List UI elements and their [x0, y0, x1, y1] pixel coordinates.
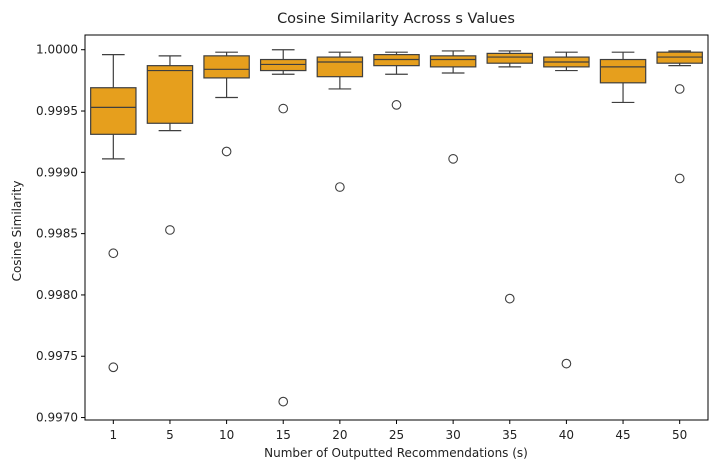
- box-s5-outlier-1: [165, 225, 175, 235]
- y-tick-label: 0.9995: [36, 104, 78, 118]
- box-s15-outlier-2: [278, 396, 289, 407]
- x-tick-label: 50: [672, 428, 687, 442]
- box-s20-outlier-1: [335, 182, 345, 192]
- x-tick-label: 20: [332, 428, 347, 442]
- x-axis-label: Number of Outputted Recommendations (s): [264, 446, 528, 460]
- box-s50-outlier-1: [674, 84, 685, 94]
- x-tick-label: 1: [109, 428, 117, 442]
- box-s35-outlier-1: [504, 293, 515, 304]
- x-tick-label: 40: [559, 428, 574, 442]
- y-tick-label: 0.9970: [36, 411, 78, 425]
- box-s15: [259, 58, 307, 72]
- chart-title: Cosine Similarity Across s Values: [277, 11, 515, 27]
- box-s1: [90, 87, 137, 135]
- plot-area: 0.9970 0.9975 0.9980 0.9985 0.9990 0.9995 1.00…: [36, 34, 709, 442]
- box-s20: [316, 56, 364, 78]
- box-s1-outlier-1: [108, 248, 119, 259]
- box-s5: [146, 65, 194, 124]
- x-tick-label: 30: [445, 428, 460, 442]
- box-s30: [429, 55, 477, 68]
- y-tick-label: 1.0000: [36, 43, 78, 57]
- box-s45: [599, 58, 647, 84]
- x-tick-label: 15: [276, 428, 291, 442]
- x-tick-label: 5: [166, 428, 174, 442]
- box-s30-outlier-1: [448, 153, 458, 164]
- box-s10-outlier-1: [221, 146, 232, 157]
- box-s15-outlier-1: [278, 103, 289, 114]
- box-s50: [656, 51, 703, 64]
- y-tick-label: 0.9990: [36, 165, 78, 179]
- box-s10: [203, 55, 250, 79]
- box-s25-outlier-1: [391, 100, 402, 110]
- box-s35: [486, 52, 534, 64]
- box-s50-outlier-2: [674, 173, 685, 184]
- x-tick-label: 45: [615, 428, 630, 442]
- box-s1-outlier-2: [108, 362, 119, 373]
- x-tick-label: 35: [502, 428, 517, 442]
- y-tick-label: 0.9975: [36, 349, 78, 363]
- y-tick-label: 0.9980: [36, 288, 78, 302]
- x-tick-label: 10: [219, 428, 234, 442]
- box-s25: [373, 54, 420, 67]
- y-tick-label: 0.9985: [36, 227, 78, 241]
- box-s40-outlier-1: [561, 358, 572, 369]
- x-tick-label: 25: [389, 428, 404, 442]
- y-axis-label: Cosine Similarity: [10, 181, 24, 282]
